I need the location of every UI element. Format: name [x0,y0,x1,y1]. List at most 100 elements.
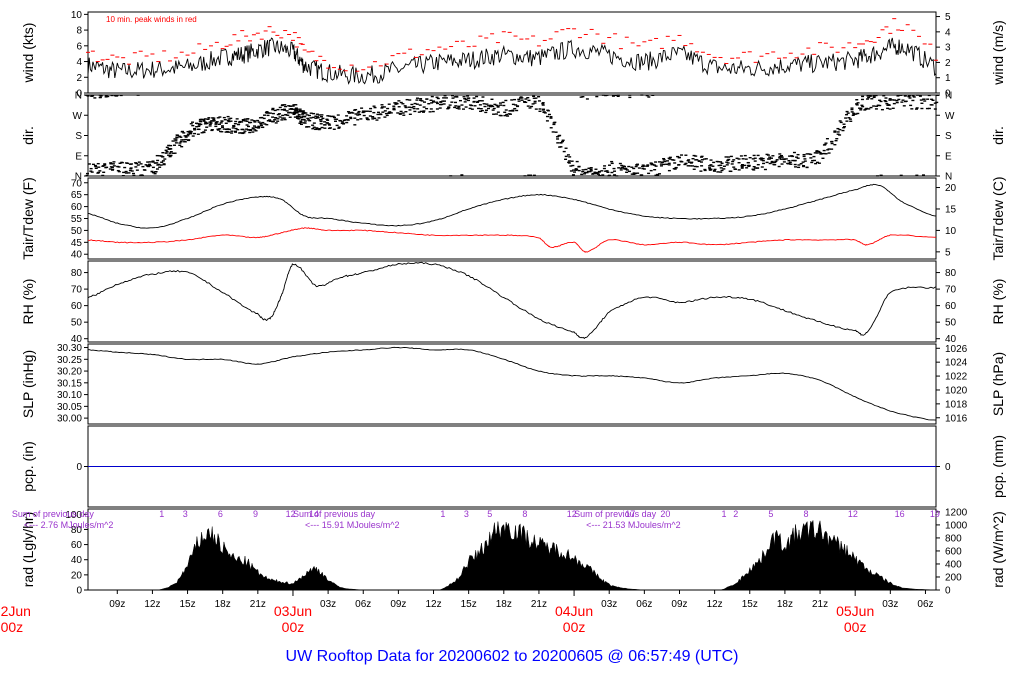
ytick-label-right-dir: N [945,172,952,183]
ytick-label-left-rh: 70 [71,285,83,296]
panel-frame-slp [87,343,937,425]
solar-hour-label: 8 [522,509,527,519]
solar-hour-label: 1 [440,509,445,519]
xtick-label: 09z [390,599,406,610]
ytick-label-right-rad: 1000 [945,520,968,531]
ytick-label-left-slp: 30.10 [57,390,82,401]
ytick-label-right-rad: 0 [945,586,951,597]
ytick-label-right-wind: 3 [945,43,951,54]
ytick-label-right-temp: 10 [945,226,957,237]
ytick-label-right-rad: 800 [945,533,962,544]
solar-sum-title: Sum of previous day [12,509,95,519]
wind-annotation: 10 min. peak winds in red [106,15,197,24]
solar-hour-label: 14 [309,509,319,519]
solar-sum-value: <--- 2.76 MJoules/m^2 [24,520,114,530]
xtick-label: 12z [707,599,723,610]
ylabel-left-rad: rad (Lgly/hr) [20,512,36,587]
ylabel-right-dir: dir. [990,126,1006,145]
ylabel-right-pcp: pcp. (mm) [990,435,1006,498]
xtick-label: 21z [531,599,547,610]
ytick-label-left-slp: 30.05 [57,402,82,413]
panel-frame-rh [87,260,937,343]
ylabel-left-temp: Tair/Tdew (F) [20,177,36,259]
ytick-label-right-wind: 0 [945,89,951,100]
solar-hour-label: 5 [487,509,492,519]
xtick-label: 06z [355,599,371,610]
ylabel-right-rad: rad (W/m^2) [990,511,1006,588]
solar-hour-label: 6 [218,509,223,519]
ytick-label-right-rad: 1200 [945,507,968,518]
ytick-label-right-pcp: 0 [945,462,951,473]
xtick-label: 18z [496,599,512,610]
ytick-label-left-temp: 40 [71,250,83,261]
day-label-date: 05Jun [836,603,874,619]
ytick-label-left-wind: 10 [71,10,83,21]
ytick-label-left-wind: 2 [76,73,82,84]
solar-sum-title: Sum of previous day [293,509,376,519]
day-label-time: 00z [1,619,24,635]
solar-hour-label: 16 [895,509,905,519]
wind-speed-line [87,37,937,85]
day-label-time: 00z [844,619,867,635]
ytick-label-left-rad: 0 [76,586,82,597]
xtick-label: 15z [179,599,195,610]
ytick-label-left-wind: 0 [76,89,82,100]
day-label-date: 04Jun [555,603,593,619]
xtick-label: 09z [671,599,687,610]
xtick-label: 21z [250,599,266,610]
xtick-label: 18z [777,599,793,610]
ytick-label-left-dir: W [73,111,83,122]
ytick-label-left-dir: N [75,91,82,102]
panel-frame-dir [87,94,937,177]
ytick-label-right-rh: 60 [945,301,957,312]
ytick-label-left-slp: 30.20 [57,367,82,378]
series-line-slp-0 [88,346,937,421]
solar-hour-label: 9 [253,509,258,519]
solar-hour-label: 5 [768,509,773,519]
ytick-label-right-dir: E [945,151,952,162]
ytick-label-left-wind: 8 [76,26,82,37]
ylabel-right-rh: RH (%) [990,279,1006,325]
series-line-temp-0 [87,183,937,229]
ytick-label-right-temp: 20 [945,183,957,194]
solar-hour-label: 3 [464,509,469,519]
ytick-label-left-wind: 4 [76,57,82,68]
ytick-label-left-rh: 50 [71,318,83,329]
ytick-label-right-temp: 5 [945,247,951,258]
series-line-rh-0 [87,261,937,339]
ytick-label-right-slp: 1026 [945,344,968,355]
ytick-label-right-rh: 40 [945,334,957,345]
xtick-label: 21z [812,599,828,610]
solar-hour-label: 8 [803,509,808,519]
ytick-label-left-rad: 40 [71,555,83,566]
ytick-label-right-slp: 1022 [945,372,968,383]
ytick-label-right-slp: 1024 [945,358,968,369]
day-label-date: 03Jun [274,603,312,619]
ytick-label-left-rh: 60 [71,301,83,312]
solar-hour-label: 12 [567,509,577,519]
xtick-label: 03z [320,599,336,610]
ytick-label-right-rh: 70 [945,285,957,296]
solar-hour-label: 1 [159,509,164,519]
ytick-label-left-rad: 20 [71,570,83,581]
ytick-label-right-slp: 1020 [945,385,968,396]
solar-hour-label: 17 [625,509,635,519]
solar-hour-label: 1 [721,509,726,519]
ytick-label-left-dir: E [75,151,82,162]
ytick-label-right-wind: 5 [945,12,951,23]
solar-hour-label: 20 [660,509,670,519]
series-line-temp-1 [87,227,937,253]
ylabel-left-pcp: pcp. (in) [20,441,36,492]
solar-sum-value: <--- 15.91 MJoules/m^2 [305,520,400,530]
ytick-label-left-pcp: 0 [76,462,82,473]
xtick-label: 12z [144,599,160,610]
ytick-label-left-dir: N [75,172,82,183]
solar-hour-label: 3 [183,509,188,519]
ylabel-left-wind: wind (kts) [20,23,36,84]
xtick-label: 15z [742,599,758,610]
ylabel-right-slp: SLP (hPa) [990,352,1006,416]
xtick-label: 06z [636,599,652,610]
ytick-label-left-slp: 30.15 [57,378,82,389]
ytick-label-right-rh: 80 [945,268,957,279]
